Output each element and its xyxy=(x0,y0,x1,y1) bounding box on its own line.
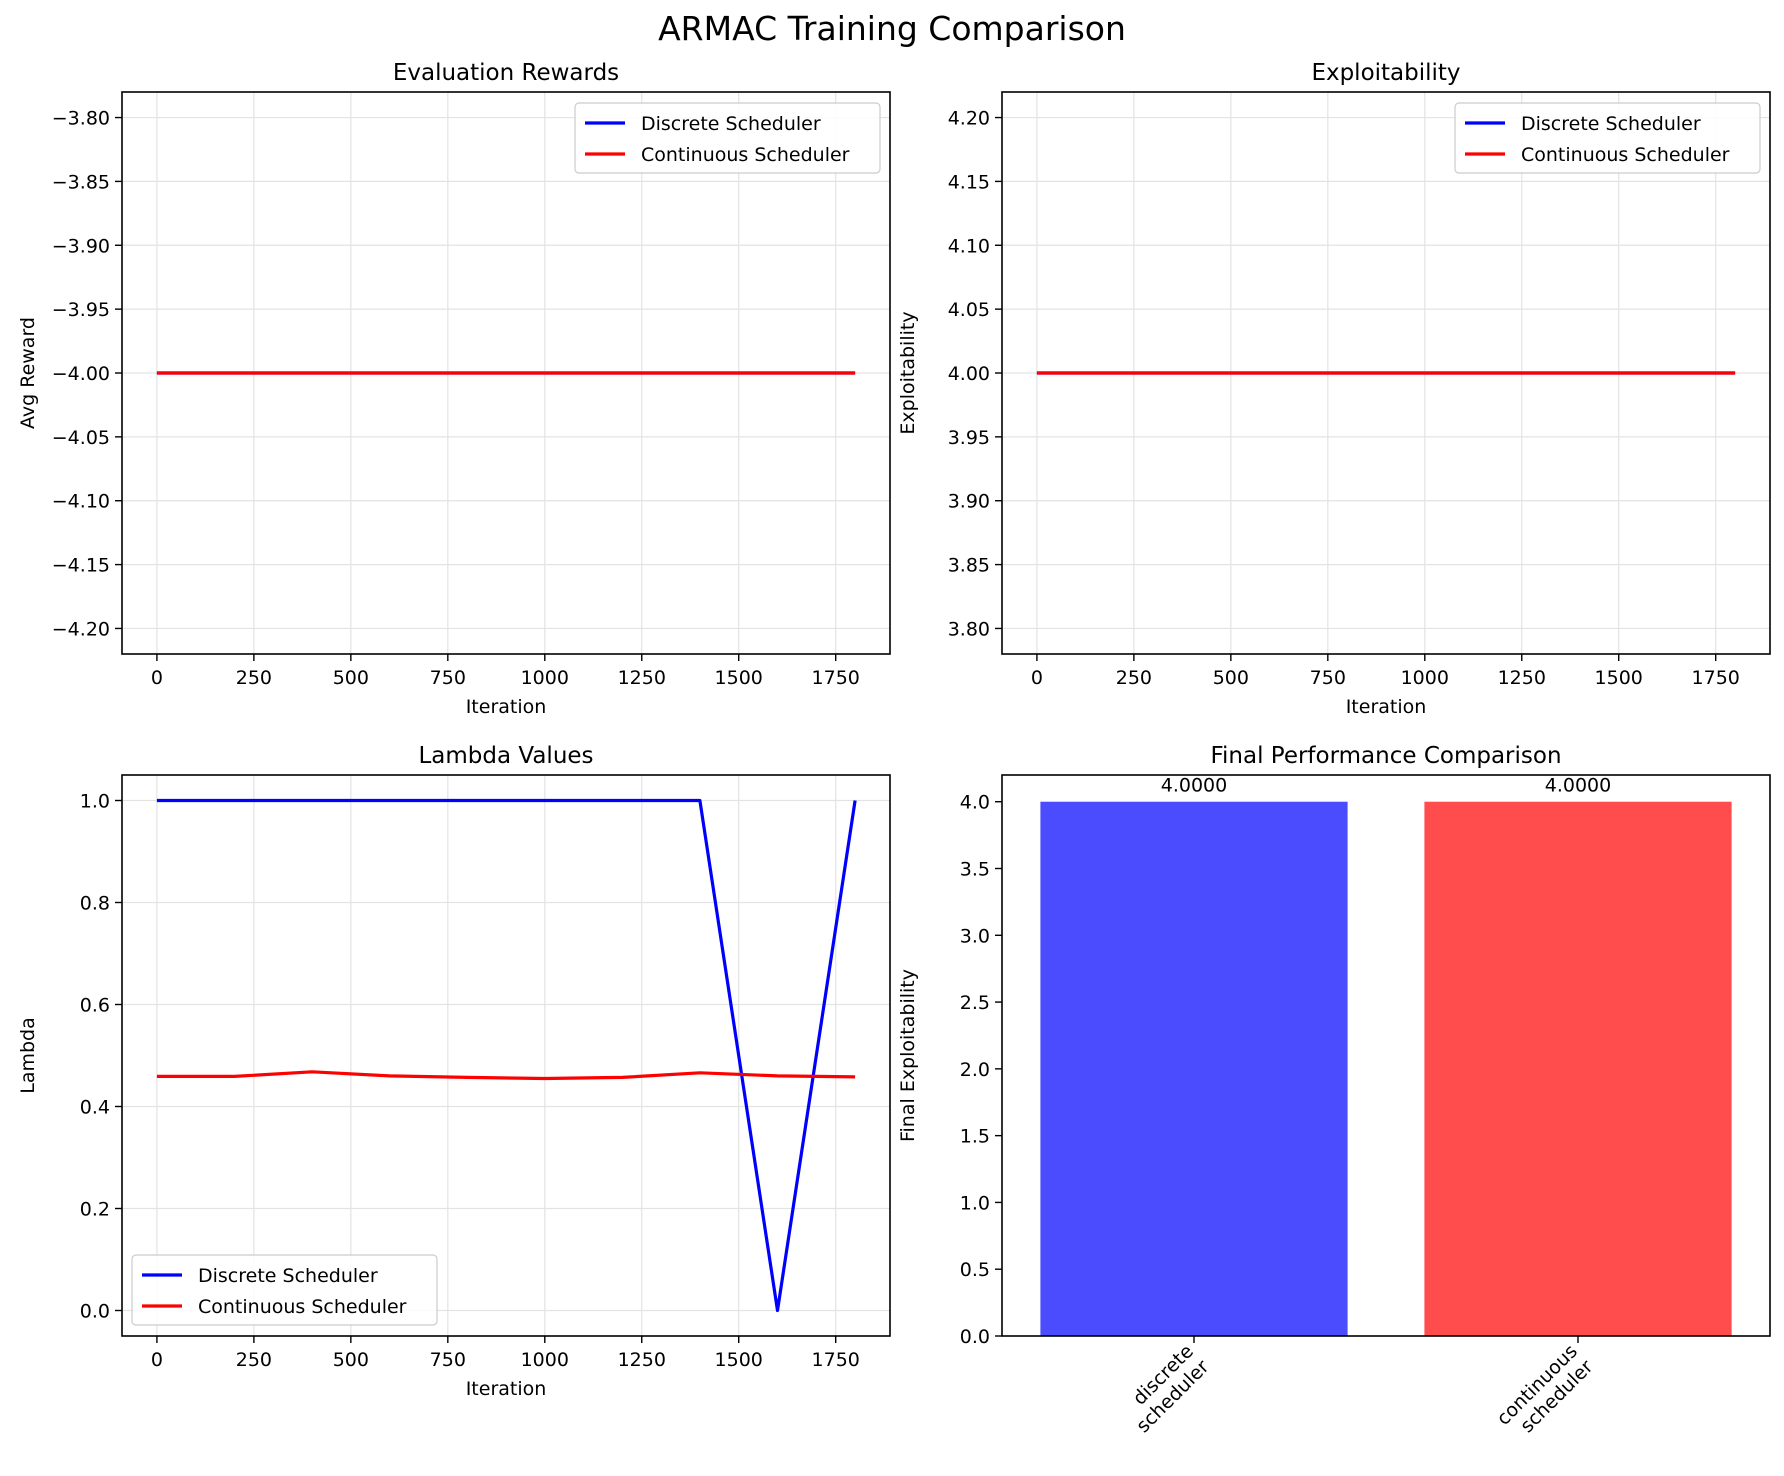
x-tick-label: 1500 xyxy=(1595,667,1643,689)
legend-label: Discrete Scheduler xyxy=(198,1265,378,1287)
y-tick-label: −4.20 xyxy=(52,618,110,640)
y-tick-label: 3.80 xyxy=(948,618,990,640)
x-tick-label: 1250 xyxy=(1498,667,1546,689)
x-axis-label: Iteration xyxy=(1346,696,1427,718)
bar-continuous xyxy=(1424,801,1732,1336)
x-tick-label: 250 xyxy=(1116,667,1152,689)
y-tick-label: 2.5 xyxy=(960,992,990,1014)
y-tick-label: 1.0 xyxy=(80,791,110,813)
axes-frame xyxy=(1001,774,1771,1337)
y-tick-label: 3.5 xyxy=(960,859,990,881)
y-axis-label: Avg Reward xyxy=(17,317,39,429)
figure-title: ARMAC Training Comparison xyxy=(658,9,1126,48)
x-tick-label: 1000 xyxy=(1401,667,1449,689)
legend: Discrete Scheduler Continuous Scheduler xyxy=(574,102,881,174)
subplot-title: Evaluation Rewards xyxy=(393,60,619,86)
series-line-continuous xyxy=(156,1070,856,1081)
legend-box xyxy=(574,102,881,174)
subplots: Evaluation Rewards Avg Reward 0 250 500 750 10… xyxy=(17,60,1771,1437)
x-tick-label: 1750 xyxy=(812,1349,860,1371)
legend-label: Discrete Scheduler xyxy=(641,113,821,135)
subplot-title: Exploitability xyxy=(1311,60,1460,86)
x-tick-label: 1000 xyxy=(521,1349,569,1371)
x-tick-label: 0 xyxy=(1031,667,1043,689)
x-tick-label: 500 xyxy=(333,1349,369,1371)
y-tick-label: 4.00 xyxy=(948,363,990,385)
x-tick-label: 0 xyxy=(151,1349,163,1371)
x-tick-label: 0 xyxy=(151,667,163,689)
series-line-discrete xyxy=(156,798,857,1313)
x-tick-label: 1500 xyxy=(715,667,763,689)
legend-box xyxy=(131,1254,438,1326)
y-tick-label: −3.90 xyxy=(52,235,110,257)
x-axis-label: Iteration xyxy=(466,1378,547,1400)
legend: Discrete Scheduler Continuous Scheduler xyxy=(131,1254,438,1326)
x-tick-label: 750 xyxy=(430,1349,466,1371)
y-tick-label: −3.85 xyxy=(52,171,110,193)
y-tick-label: 3.0 xyxy=(960,925,990,947)
bar-discrete xyxy=(1040,801,1348,1336)
legend-label: Discrete Scheduler xyxy=(1521,113,1701,135)
y-axis-label: Final Exploitability xyxy=(897,969,919,1142)
subplot-1: Evaluation Rewards Avg Reward 0 250 500 750 10… xyxy=(17,60,891,718)
y-tick-label: −4.15 xyxy=(52,555,110,577)
y-tick-label: −3.80 xyxy=(52,108,110,130)
y-tick-label: 1.5 xyxy=(960,1126,990,1148)
legend-label: Continuous Scheduler xyxy=(1521,144,1730,166)
y-tick-label: 3.85 xyxy=(948,555,990,577)
x-tick-label: 500 xyxy=(1213,667,1249,689)
y-tick-label: 0.5 xyxy=(960,1259,990,1281)
subplot-2: Exploitability Exploitability 0 250 500 750 10… xyxy=(897,60,1771,718)
y-tick-label: 0.0 xyxy=(960,1326,990,1348)
y-axis-label: Exploitability xyxy=(897,311,919,434)
subplot-3: Lambda Values Lambda 0 250 500 750 1000 1250 150… xyxy=(17,743,891,1400)
bar-value-label: 4.0000 xyxy=(1161,775,1227,797)
y-tick-label: 4.10 xyxy=(948,235,990,257)
y-tick-label: 0.4 xyxy=(80,1097,110,1119)
y-tick-label: 0.6 xyxy=(80,995,110,1017)
y-tick-label: 3.90 xyxy=(948,491,990,513)
y-tick-label: 1.0 xyxy=(960,1192,990,1214)
legend-label: Continuous Scheduler xyxy=(198,1296,407,1318)
y-tick-label: 2.0 xyxy=(960,1059,990,1081)
subplot-4: Final Performance Comparison Final Exploi… xyxy=(897,743,1771,1437)
x-tick-label: 1250 xyxy=(618,667,666,689)
y-tick-label: 3.95 xyxy=(948,427,990,449)
y-tick-label: −4.10 xyxy=(52,491,110,513)
x-tick-label: 1000 xyxy=(521,667,569,689)
bar-value-label: 4.0000 xyxy=(1545,775,1611,797)
y-tick-label: −4.05 xyxy=(52,427,110,449)
x-tick-label: 500 xyxy=(333,667,369,689)
subplot-title: Lambda Values xyxy=(418,743,593,769)
y-axis-label: Lambda xyxy=(17,1017,39,1094)
x-tick-label: 1750 xyxy=(812,667,860,689)
x-tick-label: 1250 xyxy=(618,1349,666,1371)
x-tick-label: 1750 xyxy=(1692,667,1740,689)
x-tick-label: 750 xyxy=(1310,667,1346,689)
x-tick-label: 750 xyxy=(430,667,466,689)
legend-label: Continuous Scheduler xyxy=(641,144,850,166)
y-tick-label: 4.20 xyxy=(948,108,990,130)
y-tick-label: 4.05 xyxy=(948,299,990,321)
y-tick-label: 0.2 xyxy=(80,1199,110,1221)
x-tick-label: 250 xyxy=(236,667,272,689)
x-tick-label: 1500 xyxy=(715,1349,763,1371)
y-tick-label: 4.0 xyxy=(960,792,990,814)
y-tick-label: −4.00 xyxy=(52,363,110,385)
subplot-title: Final Performance Comparison xyxy=(1210,743,1561,769)
y-tick-label: 0.0 xyxy=(80,1301,110,1323)
axes-frame xyxy=(121,774,891,1337)
legend: Discrete Scheduler Continuous Scheduler xyxy=(1454,102,1761,174)
x-tick-label: 250 xyxy=(236,1349,272,1371)
y-tick-label: 4.15 xyxy=(948,171,990,193)
y-tick-label: 0.8 xyxy=(80,893,110,915)
legend-box xyxy=(1454,102,1761,174)
x-axis-label: Iteration xyxy=(466,696,547,718)
y-tick-label: −3.95 xyxy=(52,299,110,321)
